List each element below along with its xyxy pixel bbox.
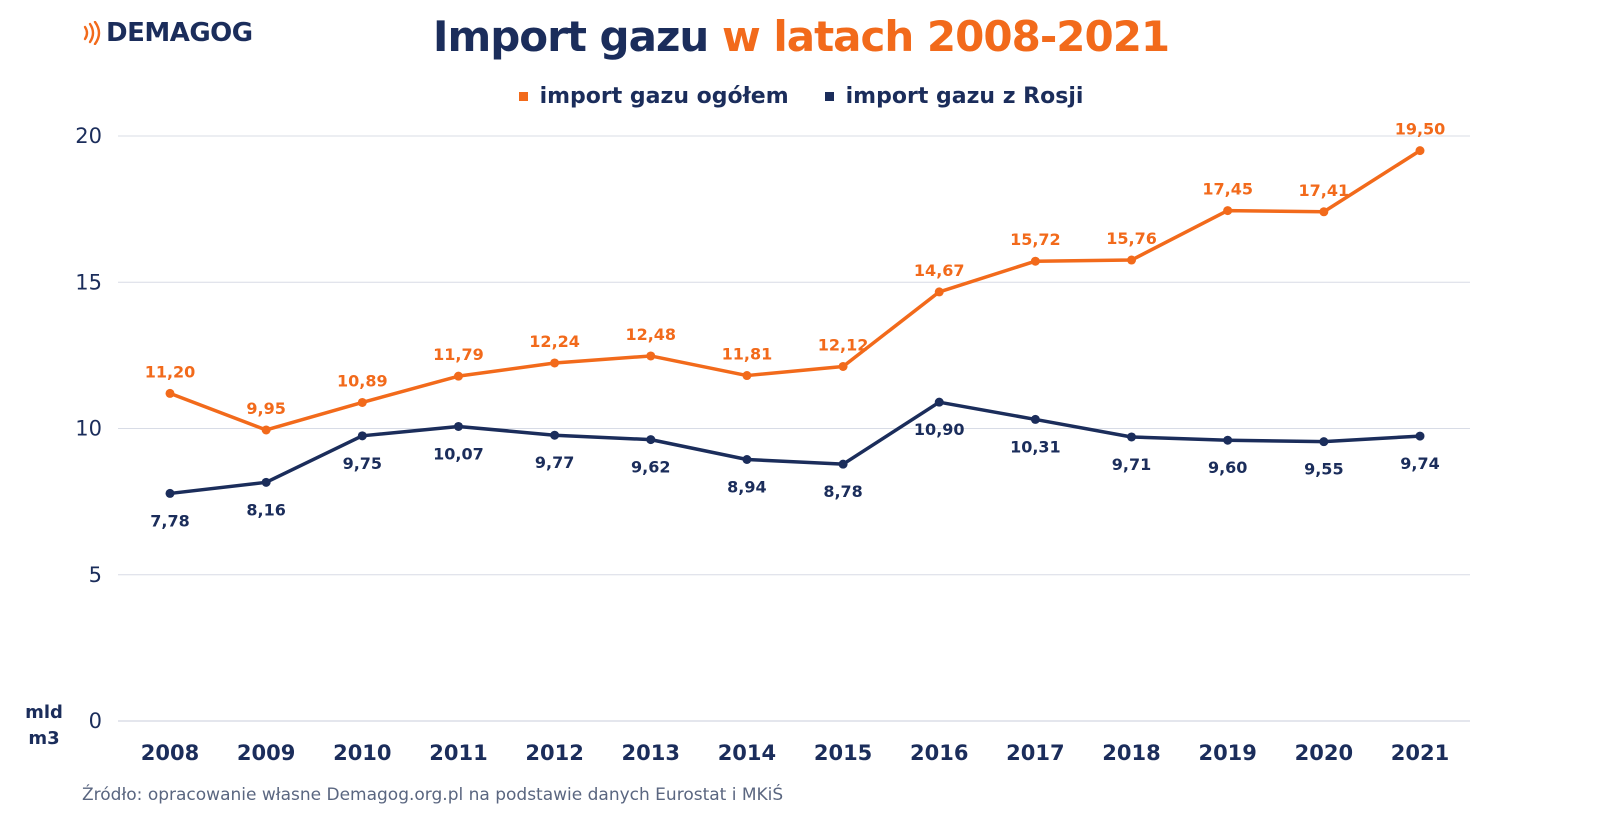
x-tick-label: 2021: [1391, 741, 1449, 765]
data-label: 10,31: [1010, 437, 1061, 456]
data-label: 17,45: [1202, 180, 1253, 199]
x-tick-label: 2015: [814, 741, 872, 765]
data-label: 9,60: [1208, 458, 1247, 477]
legend-swatch-russia: [824, 92, 834, 101]
data-label: 10,07: [433, 444, 484, 463]
y-tick-label: 20: [75, 124, 102, 148]
data-label: 9,74: [1400, 454, 1439, 473]
data-point: [742, 455, 752, 465]
data-label: 17,41: [1299, 181, 1350, 200]
legend-swatch-total: [518, 92, 528, 101]
data-point: [1030, 414, 1040, 424]
data-label: 9,95: [246, 399, 285, 418]
data-label: 11,79: [433, 345, 484, 364]
chart-title-part1: Import gazu: [432, 12, 709, 61]
data-label: 12,12: [818, 335, 869, 354]
chart-title: Import gazu w latach 2008-2021: [0, 12, 1602, 61]
x-tick-label: 2017: [1006, 741, 1064, 765]
data-label: 12,24: [529, 332, 580, 351]
data-point: [1223, 435, 1233, 445]
x-tick-label: 2020: [1295, 741, 1353, 765]
x-tick-label: 2014: [718, 741, 776, 765]
data-label: 8,78: [823, 482, 862, 501]
x-tick-label: 2016: [910, 741, 968, 765]
data-point: [165, 388, 175, 398]
logo: DEMAGOG: [82, 18, 253, 48]
data-label: 7,78: [150, 511, 189, 530]
data-point: [453, 371, 463, 381]
series-line-0: [169, 149, 1421, 432]
data-point: [1127, 432, 1137, 442]
data-point: [261, 425, 271, 435]
data-point: [838, 361, 848, 371]
data-label: 9,75: [343, 454, 382, 473]
x-tick-label: 2012: [525, 741, 583, 765]
x-tick-label: 2008: [141, 741, 199, 765]
x-tick-label: 2009: [237, 741, 295, 765]
y-tick-label: 15: [75, 270, 102, 294]
y-axis-unit-line1: mld: [25, 702, 63, 723]
data-point: [550, 430, 560, 440]
data-point: [357, 397, 367, 407]
data-point: [1415, 431, 1425, 441]
y-tick-label: 5: [89, 563, 102, 587]
x-tick-label: 2013: [622, 741, 680, 765]
y-axis-unit-label: mld m3: [24, 700, 64, 752]
data-label: 8,94: [727, 478, 766, 497]
data-label: 12,48: [625, 325, 676, 344]
data-point: [550, 358, 560, 368]
chart-legend: import gazu ogółem import gazu z Rosji: [0, 84, 1602, 109]
legend-label-russia: import gazu z Rosji: [845, 84, 1084, 109]
data-label: 15,72: [1010, 230, 1061, 249]
x-tick-label: 2011: [429, 741, 487, 765]
chart-title-part2: w latach 2008-2021: [721, 12, 1170, 61]
data-label: 9,71: [1112, 455, 1151, 474]
data-label: 9,62: [631, 458, 670, 477]
data-label: 9,77: [535, 453, 574, 472]
data-point: [261, 477, 271, 487]
y-axis-unit-line2: m3: [28, 728, 60, 749]
data-point: [934, 287, 944, 297]
data-point: [934, 397, 944, 407]
data-point: [646, 435, 656, 445]
x-tick-label: 2010: [333, 741, 391, 765]
data-label: 8,16: [246, 500, 285, 519]
data-point: [1030, 256, 1040, 266]
y-tick-label: 0: [89, 709, 102, 733]
x-tick-label: 2018: [1102, 741, 1160, 765]
data-label: 15,76: [1106, 229, 1157, 248]
series-line-1: [169, 400, 1421, 496]
data-point: [1415, 146, 1425, 156]
data-label: 10,90: [914, 420, 965, 439]
logo-text: DEMAGOG: [106, 18, 253, 48]
data-label: 14,67: [914, 261, 965, 280]
legend-label-total: import gazu ogółem: [539, 84, 789, 109]
data-point: [165, 488, 175, 498]
data-point: [1127, 255, 1137, 265]
data-label: 11,20: [145, 362, 196, 381]
legend-item-total: import gazu ogółem: [518, 84, 789, 109]
data-point: [1319, 207, 1329, 217]
data-label: 19,50: [1395, 120, 1446, 139]
source-note: Źródło: opracowanie własne Demagog.org.p…: [82, 785, 784, 805]
data-point: [1319, 437, 1329, 447]
legend-item-russia: import gazu z Rosji: [824, 84, 1084, 109]
data-label: 9,55: [1304, 460, 1343, 479]
data-point: [357, 431, 367, 441]
data-point: [646, 351, 656, 361]
data-label: 11,81: [722, 345, 773, 364]
x-tick-label: 2019: [1198, 741, 1256, 765]
data-point: [838, 459, 848, 469]
data-point: [453, 421, 463, 431]
y-tick-label: 10: [75, 417, 102, 441]
data-point: [742, 371, 752, 381]
broadcast-waves-icon: [83, 21, 101, 45]
data-label: 10,89: [337, 371, 388, 390]
data-point: [1223, 206, 1233, 216]
